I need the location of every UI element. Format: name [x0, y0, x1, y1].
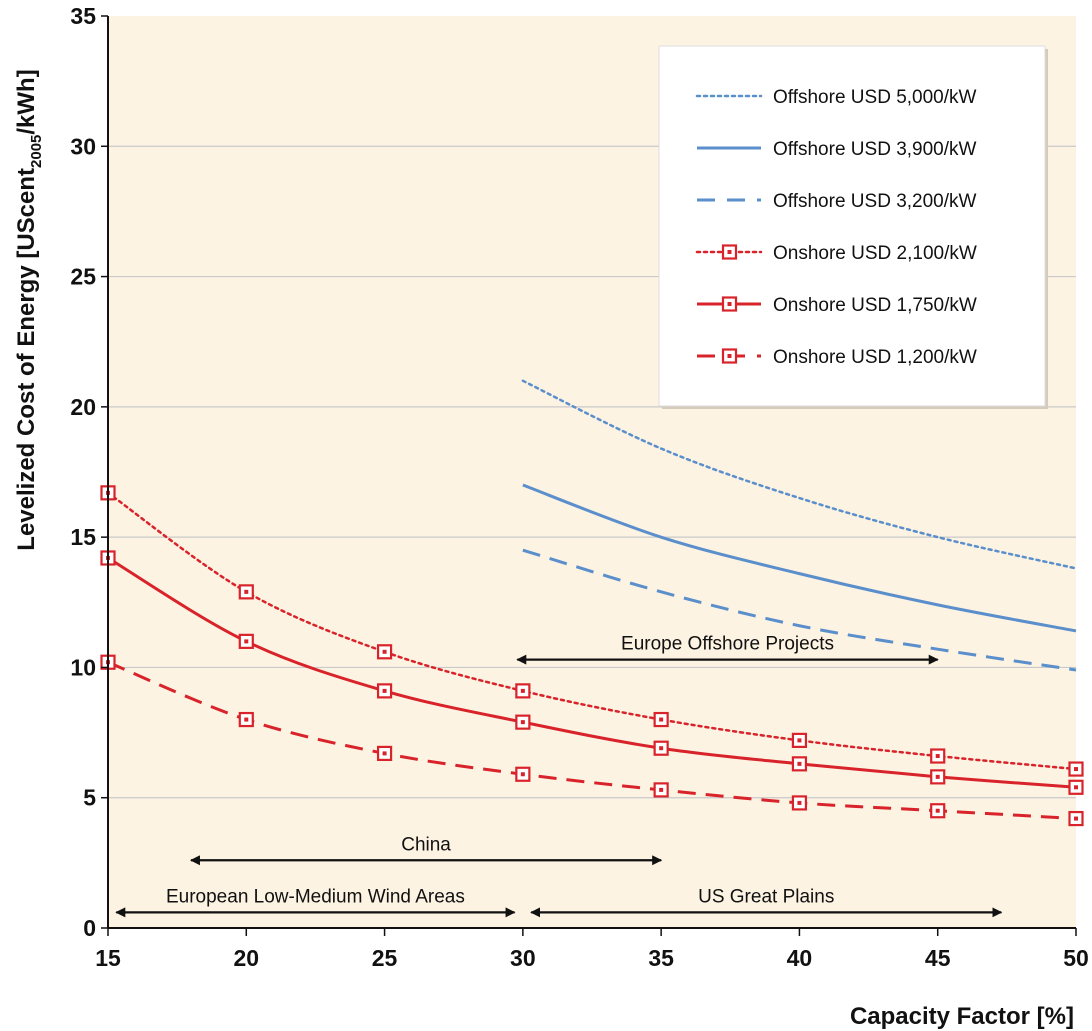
data-point-center [382, 688, 387, 693]
data-point-center [797, 800, 802, 805]
x-axis-label: Capacity Factor [%] [850, 1003, 1074, 1030]
range-annotation: European Low-Medium Wind Areas [115, 886, 516, 918]
x-tick-label: 50 [1063, 945, 1089, 971]
y-axis-label: Levelized Cost of Energy [UScent2005/kWh… [13, 69, 45, 550]
data-point-center [1074, 785, 1078, 790]
x-tick-label: 35 [648, 945, 674, 971]
x-tick-label: 15 [95, 945, 121, 971]
y-tick-label: 0 [83, 915, 96, 941]
y-axis-label-suffix: /kWh] [13, 69, 40, 134]
y-tick-label: 25 [70, 264, 96, 290]
series-5 [100, 550, 1084, 795]
legend: Offshore USD 5,000/kW Offshore USD 3,900/… [658, 45, 1048, 409]
legend-label: Onshore USD 1,750/kW [773, 295, 977, 316]
data-point-center [1074, 816, 1078, 821]
data-point-center [797, 738, 802, 743]
x-tick-label: 30 [510, 945, 536, 971]
data-point-center [520, 688, 525, 693]
x-tick-label: 20 [233, 945, 259, 971]
range-label: European Low-Medium Wind Areas [166, 886, 465, 907]
y-tick-label: 10 [70, 654, 96, 680]
legend-label: Offshore USD 5,000/kW [773, 87, 977, 108]
y-tick-label: 35 [70, 3, 96, 29]
legend-marker-center [727, 302, 732, 306]
y-axis-label-prefix: Levelized Cost of Energy [UScent [13, 168, 40, 551]
data-point-center [244, 589, 249, 594]
legend-label: Offshore USD 3,900/kW [773, 139, 977, 160]
range-label: Europe Offshore Projects [621, 634, 834, 655]
y-tick-label: 15 [70, 524, 96, 550]
legend-label: Onshore USD 2,100/kW [773, 243, 977, 264]
data-point-center [520, 772, 525, 777]
range-annotations: Europe Offshore Projects China European Lo… [115, 634, 1003, 918]
series-1 [521, 379, 1078, 570]
data-point-center [382, 751, 387, 756]
range-annotation: US Great Plains [530, 886, 1003, 918]
data-point-center [1074, 767, 1078, 772]
y-axis-label-subscript: 2005 [28, 135, 45, 168]
range-label: US Great Plains [698, 886, 834, 907]
data-point-center [244, 639, 249, 644]
legend-item: Offshore USD 5,000/kW [695, 87, 977, 108]
x-tick-label: 25 [372, 945, 398, 971]
data-point-center [520, 720, 525, 725]
legend-item: Offshore USD 3,200/kW [697, 191, 977, 212]
data-point-center [244, 717, 249, 722]
legend-item: Offshore USD 3,900/kW [697, 139, 977, 160]
data-point-center [935, 774, 940, 779]
legend-item: Onshore USD 1,200/kW [697, 347, 977, 368]
legend-item: Onshore USD 1,750/kW [697, 295, 977, 316]
series-3 [522, 548, 1077, 672]
data-point-center [382, 649, 387, 654]
range-annotation: Europe Offshore Projects [516, 634, 939, 665]
legend-label: Onshore USD 1,200/kW [773, 347, 977, 368]
y-tick-label: 30 [70, 133, 96, 159]
series-2 [522, 483, 1077, 633]
legend-label: Offshore USD 3,200/kW [773, 191, 977, 212]
x-tick-label: 40 [787, 945, 813, 971]
data-point-center [797, 761, 802, 766]
range-annotation: China [189, 834, 663, 866]
y-tick-label: 20 [70, 394, 96, 420]
x-tick-label: 45 [925, 945, 951, 971]
axes: 0 5 10 15 20 25 30 35 15 20 25 30 35 40 45 50 Capacity F… [13, 3, 1089, 1030]
legend-marker-center [727, 250, 732, 254]
series-line [521, 379, 1078, 570]
data-point-center [659, 746, 664, 751]
data-point-center [659, 787, 664, 792]
legend-box [658, 45, 1046, 407]
range-label: China [401, 834, 451, 855]
y-tick-label: 5 [83, 785, 96, 811]
legend-marker-center [727, 354, 732, 358]
data-point-center [935, 808, 940, 813]
data-point-center [935, 754, 940, 759]
series-line [522, 483, 1077, 633]
series-line [522, 548, 1077, 672]
data-point-center [659, 717, 664, 722]
legend-item: Onshore USD 2,100/kW [695, 243, 977, 264]
